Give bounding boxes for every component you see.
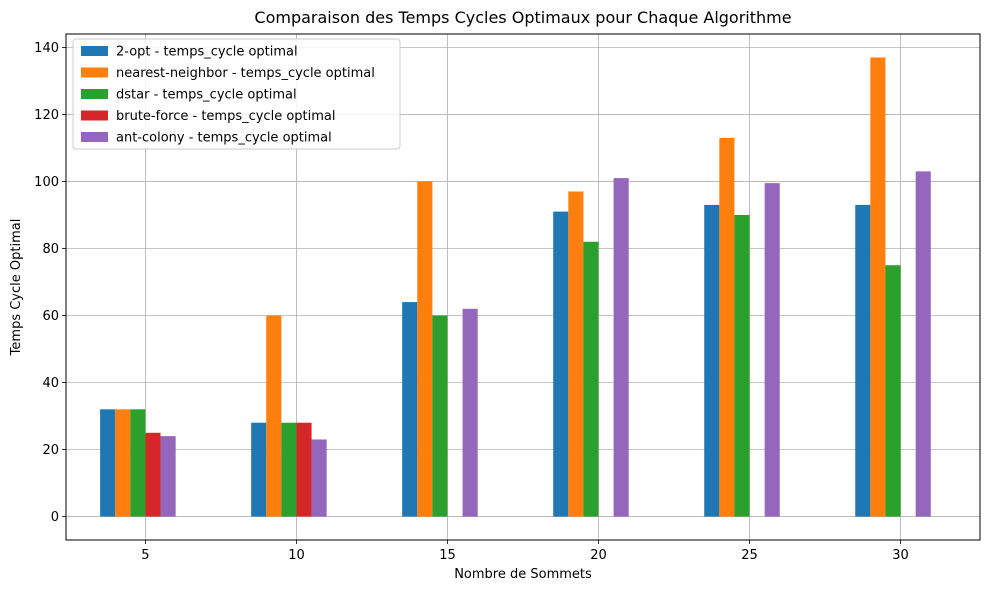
- bar: [115, 409, 131, 517]
- bar: [583, 241, 599, 517]
- bar: [462, 308, 478, 517]
- axis-ticks: 0 20 40 60 80 100 120 140 5 10 15 20 25 30: [34, 41, 909, 563]
- bar: [915, 171, 931, 517]
- y-tick-label: 20: [42, 443, 59, 458]
- bar: [130, 409, 146, 517]
- legend-label: ant-colony - temps_cycle optimal: [116, 131, 332, 146]
- legend-label: brute-force - temps_cycle optimal: [116, 109, 335, 124]
- legend-label: 2-opt - temps_cycle optimal: [116, 45, 298, 60]
- plot-frame: [65, 33, 981, 541]
- x-tick-label: 15: [439, 548, 456, 563]
- bar: [553, 211, 569, 517]
- bar: [855, 204, 871, 517]
- legend-swatch: [81, 132, 108, 142]
- bar: [764, 183, 780, 517]
- legend-swatch: [81, 46, 108, 56]
- x-tick-label: 10: [288, 548, 305, 563]
- bar: [145, 432, 161, 517]
- bar: [734, 214, 750, 517]
- bar: [613, 178, 629, 517]
- bar: [719, 137, 735, 517]
- bar: [402, 302, 418, 517]
- legend-label: nearest-neighbor - temps_cycle optimal: [116, 66, 375, 81]
- bar: [266, 315, 282, 517]
- bars: [100, 57, 931, 517]
- legend-label: dstar - temps_cycle optimal: [116, 88, 297, 103]
- x-axis-title: Nombre de Sommets: [454, 567, 592, 582]
- y-tick-label: 140: [34, 41, 59, 56]
- x-tick-label: 25: [741, 548, 758, 563]
- bar: [311, 439, 327, 517]
- bar: [281, 422, 297, 517]
- y-tick-label: 40: [42, 376, 59, 391]
- x-tick-label: 5: [141, 548, 149, 563]
- bar: [251, 422, 267, 517]
- bar: [160, 436, 176, 517]
- legend: 2-opt - temps_cycle optimal nearest-neigh…: [72, 38, 401, 150]
- legend-swatch: [81, 67, 108, 78]
- y-tick-label: 0: [51, 510, 59, 525]
- bar: [417, 181, 433, 517]
- chart-title: Comparaison des Temps Cycles Optimaux po…: [254, 8, 791, 27]
- y-tick-label: 100: [34, 175, 59, 190]
- legend-box: [72, 38, 401, 150]
- bar: [704, 204, 720, 517]
- bar: [885, 265, 901, 517]
- y-axis-title: Temps Cycle Optimal: [9, 219, 24, 357]
- x-tick-label: 20: [590, 548, 607, 563]
- x-tick-label: 30: [892, 548, 909, 563]
- bar: [870, 57, 886, 517]
- bar: [432, 315, 448, 517]
- bar: [568, 191, 584, 517]
- y-tick-label: 120: [34, 108, 59, 123]
- y-tick-label: 80: [42, 242, 59, 257]
- y-tick-label: 60: [42, 309, 59, 324]
- legend-swatch: [81, 110, 108, 121]
- legend-swatch: [81, 89, 108, 99]
- bar: [100, 409, 116, 517]
- bar: [296, 422, 312, 517]
